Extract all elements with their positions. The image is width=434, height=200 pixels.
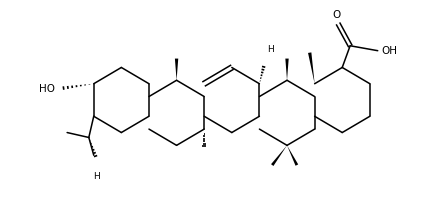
Text: OH: OH [381, 46, 397, 56]
Text: H: H [266, 45, 273, 54]
Polygon shape [307, 52, 314, 84]
Polygon shape [270, 145, 286, 166]
Polygon shape [285, 59, 288, 80]
Polygon shape [286, 145, 298, 166]
Polygon shape [174, 59, 178, 80]
Text: H: H [93, 172, 100, 181]
Text: O: O [332, 10, 340, 20]
Text: HO: HO [39, 84, 55, 94]
